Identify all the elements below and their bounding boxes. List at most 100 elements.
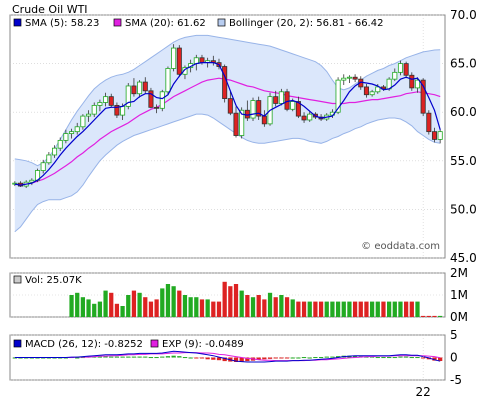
volume-bars — [69, 281, 443, 317]
volume-bar — [216, 301, 222, 317]
candle-body — [142, 81, 148, 92]
candles-group — [12, 44, 443, 189]
macd-histogram-bar — [267, 357, 273, 359]
volume-bar — [250, 297, 256, 317]
volume-bar — [375, 301, 380, 317]
candle-body — [114, 104, 120, 116]
macd-histogram-bar — [438, 357, 443, 361]
candle-body — [74, 126, 80, 133]
candle-body — [295, 101, 301, 117]
candle-body — [227, 98, 233, 114]
candle-body — [420, 79, 426, 114]
candle — [137, 80, 143, 98]
volume-bar — [364, 301, 369, 317]
candle-body — [426, 112, 432, 133]
legend-swatch-bollinger — [217, 18, 226, 27]
candle — [409, 72, 415, 91]
candle-body — [261, 115, 267, 125]
volume-y-axis: 0M 1M 2M — [450, 266, 468, 324]
macd-histogram-bar — [92, 356, 97, 358]
macd-histogram-bar — [375, 357, 380, 359]
volume-bar — [143, 297, 148, 317]
volume-bar — [205, 299, 210, 317]
candle-body — [233, 112, 239, 136]
candle-body — [375, 86, 381, 93]
volume-bar — [426, 315, 431, 317]
volume-y-tick-label: 0M — [450, 310, 468, 324]
candle — [420, 78, 426, 117]
macd-histogram-bar — [290, 357, 295, 359]
candle-body — [148, 90, 154, 108]
candle-body — [171, 47, 177, 69]
volume-bar — [194, 297, 199, 317]
volume-bar — [211, 301, 216, 317]
candle — [222, 64, 228, 103]
candle — [86, 110, 92, 122]
price-y-tick-label: 60.0 — [450, 105, 477, 119]
volume-bar — [137, 292, 142, 317]
macd-y-tick-label: 5 — [450, 328, 458, 342]
price-y-tick-label: 50.0 — [450, 202, 477, 216]
candle-body — [341, 77, 347, 81]
volume-bar — [245, 295, 250, 317]
volume-bar — [160, 288, 165, 317]
candle — [369, 89, 375, 97]
legend-sma5: SMA (5): 58.23 — [25, 18, 99, 29]
macd-histogram-bar — [239, 357, 244, 362]
candle — [154, 104, 160, 114]
macd-histogram-bar — [199, 357, 205, 359]
volume-bar — [369, 301, 375, 317]
macd-histogram-bar — [296, 357, 301, 359]
candle — [250, 97, 256, 121]
volume-bar — [392, 301, 397, 317]
legend-swatch-sma20 — [113, 18, 122, 27]
legend-sma20: SMA (20): 61.62 — [125, 18, 206, 29]
volume-bar — [347, 301, 352, 317]
legend-swatch-volume — [13, 275, 22, 284]
candle-body — [137, 81, 143, 95]
x-axis: 22 — [416, 335, 431, 399]
candle-body — [256, 100, 262, 117]
macd-histogram-bar — [324, 356, 329, 358]
volume-bar — [171, 286, 176, 317]
watermark: © eoddata.com — [361, 241, 440, 252]
macd-histogram-bar — [97, 356, 103, 358]
price-legend: SMA (5): 58.23 SMA (20): 61.62 Bollinger… — [12, 16, 383, 30]
candle-body — [363, 86, 369, 96]
volume-bar — [301, 301, 307, 317]
volume-bar — [273, 297, 278, 317]
legend-background-2 — [217, 16, 367, 30]
macd-histogram-bar — [313, 357, 318, 359]
candle-body — [193, 57, 199, 65]
candle — [74, 122, 80, 135]
volume-bar — [131, 290, 137, 317]
macd-panel: -5 0 5 MACD (26, 12): -0.8252 EXP (9): -0.… — [9, 328, 462, 399]
candle — [346, 75, 352, 84]
volume-bar — [386, 301, 392, 317]
candle — [171, 44, 177, 72]
candle — [397, 60, 403, 76]
macd-histogram-bar — [245, 357, 250, 362]
candle — [63, 129, 69, 144]
macd-histogram-bar — [284, 357, 290, 359]
macd-histogram-bar — [171, 355, 176, 358]
candle-body — [103, 96, 109, 103]
price-panel: 45.0 50.0 55.0 60.0 65.0 70.0 SMA (5): 58.23 … — [9, 8, 477, 265]
candle — [148, 87, 154, 109]
volume-bar — [86, 299, 91, 317]
candle — [142, 77, 148, 94]
candle — [108, 93, 114, 108]
volume-bar — [182, 295, 188, 317]
candle — [103, 92, 109, 107]
volume-bar — [165, 284, 171, 317]
candle — [392, 68, 398, 82]
macd-histogram-bar — [126, 356, 131, 358]
macd-histogram-bar — [194, 357, 199, 359]
candle — [273, 90, 279, 107]
volume-bar — [267, 292, 273, 317]
volume-bar — [239, 290, 244, 317]
volume-bar — [199, 299, 205, 317]
candle — [40, 159, 46, 174]
volume-bar — [279, 295, 284, 317]
macd-histogram-bar — [233, 357, 239, 362]
